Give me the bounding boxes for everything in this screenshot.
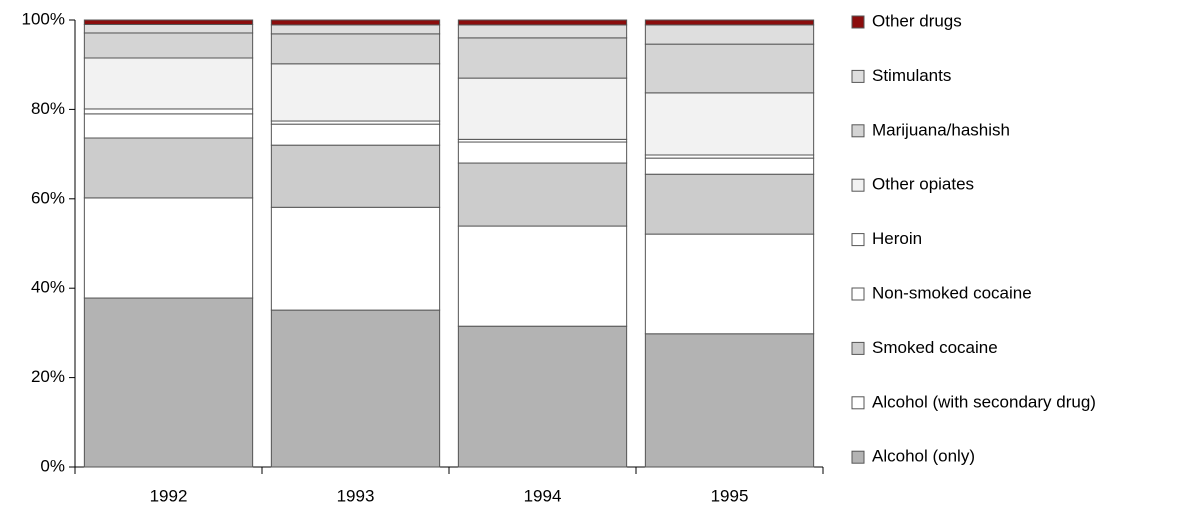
legend-label: Smoked cocaine <box>872 338 998 357</box>
bar-segment <box>457 19 628 26</box>
legend-label: Other drugs <box>872 11 962 30</box>
bar-segment <box>83 23 254 34</box>
bar-segment <box>644 173 815 235</box>
bar-segment <box>83 297 254 468</box>
bar-segment <box>644 43 815 94</box>
bar-segment <box>270 206 441 311</box>
bar-segment <box>457 225 628 327</box>
bar-segment <box>644 333 815 468</box>
y-tick-label: 100% <box>22 9 65 28</box>
y-tick-label: 20% <box>31 367 65 386</box>
bar-segment <box>83 113 254 139</box>
bar-segment <box>644 233 815 335</box>
bar-segment <box>83 57 254 110</box>
bar-segment <box>270 309 441 468</box>
bar-segment <box>644 24 815 45</box>
bar-segment <box>83 32 254 59</box>
bar-segment <box>270 24 441 35</box>
bar-segment <box>270 63 441 122</box>
bar-segment <box>457 37 628 79</box>
legend-swatch <box>851 450 865 464</box>
legend-swatch <box>851 396 865 410</box>
legend-swatch <box>851 287 865 301</box>
legend-label: Non-smoked cocaine <box>872 283 1032 302</box>
bar-segment <box>644 92 815 156</box>
x-tick-label: 1992 <box>150 486 188 505</box>
bar-segment <box>457 162 628 227</box>
bar-segment <box>270 19 441 26</box>
bar-segment <box>83 137 254 199</box>
bar-segment <box>457 141 628 164</box>
legend-swatch <box>851 124 865 138</box>
bar-segment <box>644 157 815 175</box>
bar-segment <box>83 108 254 115</box>
x-tick-label: 1993 <box>337 486 375 505</box>
bar-segment <box>644 19 815 26</box>
legend-label: Heroin <box>872 229 922 248</box>
legend-label: Stimulants <box>872 66 951 85</box>
legend-swatch <box>851 15 865 29</box>
legend-swatch <box>851 233 865 247</box>
legend-swatch <box>851 178 865 192</box>
y-tick-label: 80% <box>31 99 65 118</box>
bar-segment <box>270 144 441 208</box>
legend-label: Marijuana/hashish <box>872 120 1010 139</box>
bar-segment <box>83 19 254 25</box>
bar-segment <box>83 197 254 299</box>
legend-swatch <box>851 341 865 355</box>
bar-segment <box>270 123 441 146</box>
x-tick-label: 1995 <box>711 486 749 505</box>
bar-segment <box>457 325 628 468</box>
legend-label: Alcohol (only) <box>872 447 975 466</box>
bar-segment <box>270 33 441 65</box>
legend-swatch <box>851 69 865 83</box>
x-tick-label: 1994 <box>524 486 562 505</box>
y-tick-label: 0% <box>40 456 65 475</box>
y-tick-label: 60% <box>31 188 65 207</box>
bar-segment <box>457 77 628 140</box>
legend-label: Alcohol (with secondary drug) <box>872 392 1096 411</box>
y-tick-label: 40% <box>31 278 65 297</box>
legend-label: Other opiates <box>872 175 974 194</box>
bar-segment <box>457 24 628 39</box>
